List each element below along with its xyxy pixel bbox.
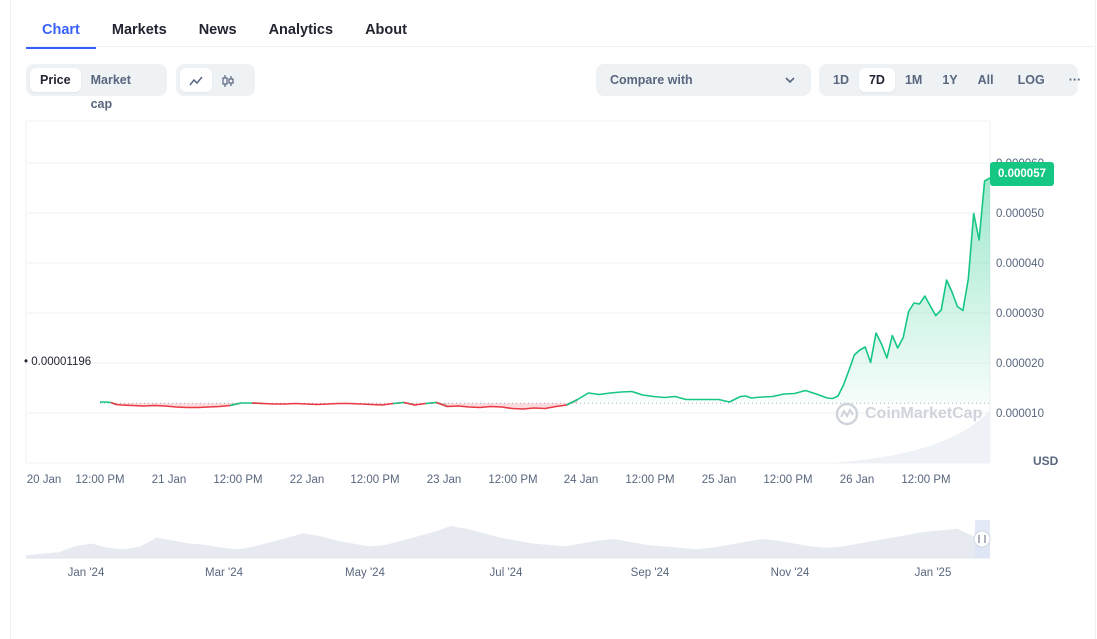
compare-with-dropdown[interactable]: Compare with (596, 64, 811, 96)
coinmarketcap-watermark: CoinMarketCap (835, 402, 982, 426)
more-options-button[interactable]: ··· (1068, 73, 1082, 87)
watermark-text: CoinMarketCap (865, 405, 983, 422)
coinmarketcap-logo-icon (835, 402, 859, 426)
currency-label: USD (1033, 454, 1059, 468)
tab-bar: Chart Markets News Analytics About (26, 14, 423, 49)
metric-toggle: Price Market cap (26, 64, 167, 111)
range-1d-button[interactable]: 1D (833, 73, 849, 87)
line-chart-button[interactable] (180, 68, 212, 92)
log-scale-button[interactable]: LOG (1017, 73, 1045, 87)
tab-markets[interactable]: Markets (111, 22, 167, 38)
range-7d-button[interactable]: 7D (858, 68, 895, 92)
tab-chart[interactable]: Chart (26, 14, 96, 49)
compare-with-label: Compare with (610, 73, 693, 87)
tab-news[interactable]: News (198, 22, 237, 38)
chart-type-toggle (176, 64, 255, 96)
chevron-down-icon (785, 77, 795, 84)
tabs-divider (26, 46, 1094, 47)
tab-analytics[interactable]: Analytics (268, 22, 334, 38)
tab-about[interactable]: About (365, 22, 407, 38)
current-price-tag: 0.000057 (990, 162, 1054, 186)
panel-frame (10, 0, 1096, 639)
range-selector: 1D 7D 1M 1Y All LOG ··· (819, 64, 1081, 96)
reference-price-label: • 0.00001196 (24, 356, 92, 368)
market-cap-toggle-button[interactable]: Market cap (90, 73, 131, 111)
candlestick-icon (222, 74, 234, 87)
range-1m-button[interactable]: 1M (904, 73, 923, 87)
price-toggle-button[interactable]: Price (30, 68, 81, 92)
range-1y-button[interactable]: 1Y (942, 73, 958, 87)
line-chart-icon (189, 76, 203, 86)
candlestick-button[interactable] (212, 68, 244, 92)
range-all-button[interactable]: All (977, 73, 994, 87)
reference-price-value: 0.00001196 (31, 356, 92, 368)
